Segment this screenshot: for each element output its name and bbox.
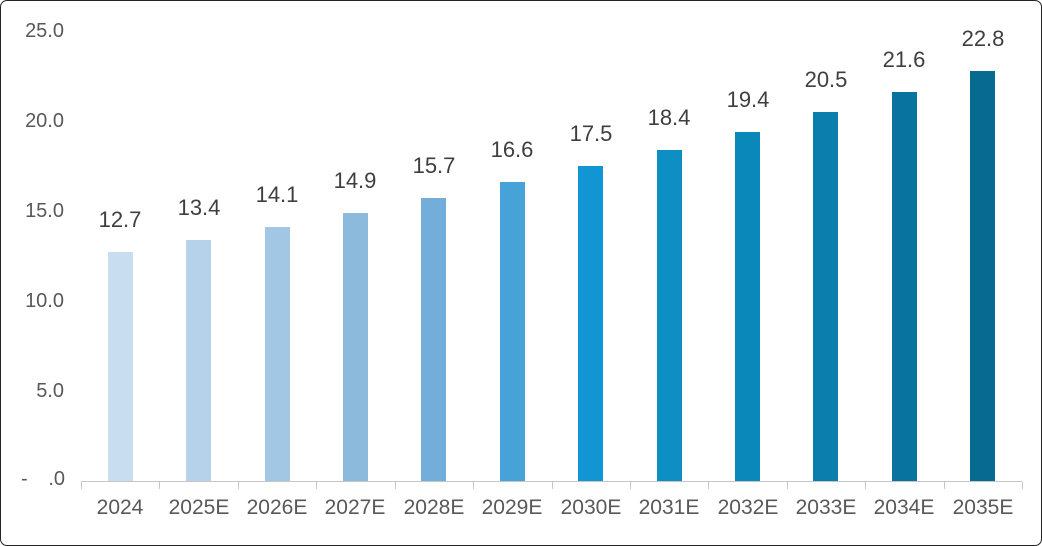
bar xyxy=(657,150,682,481)
bar xyxy=(500,182,525,481)
x-axis-label: 2029E xyxy=(481,496,543,519)
x-axis-label: 2033E xyxy=(795,496,857,519)
bar-value-label: 13.4 xyxy=(177,195,221,220)
x-axis-label: 2024 xyxy=(96,496,144,519)
x-axis-tick xyxy=(159,482,160,489)
bar-value-label: 17.5 xyxy=(569,121,613,146)
x-axis-label: 2035E xyxy=(952,496,1014,519)
bar xyxy=(343,213,368,481)
bar-value-label: 19.4 xyxy=(726,87,770,112)
bar xyxy=(578,166,603,481)
x-axis-tick xyxy=(552,482,553,489)
y-axis-label: 25.0 xyxy=(25,20,64,42)
x-axis-tick xyxy=(395,482,396,489)
bar-value-label: 14.9 xyxy=(333,168,377,193)
bar xyxy=(186,240,211,481)
y-axis-label: 20.0 xyxy=(25,110,64,132)
y-axis-label: 15.0 xyxy=(25,200,64,222)
x-axis-tick xyxy=(708,482,709,489)
x-axis-label: 2031E xyxy=(638,496,700,519)
bar xyxy=(813,112,838,481)
bar-value-label: 18.4 xyxy=(647,105,691,130)
bar xyxy=(421,198,446,481)
x-axis-tick xyxy=(944,482,945,489)
x-axis-tick xyxy=(316,482,317,489)
x-axis-tick xyxy=(473,482,474,489)
x-axis-label: 2030E xyxy=(560,496,622,519)
x-axis-line xyxy=(81,481,1022,482)
bar-value-label: 14.1 xyxy=(255,182,299,207)
zero-decimal: .0 xyxy=(48,468,65,490)
bar xyxy=(265,227,290,481)
bar-value-label: 20.5 xyxy=(804,67,848,92)
x-axis-label: 2025E xyxy=(168,496,230,519)
zero-dash: - xyxy=(21,468,28,490)
y-axis-zero-label: - .0 xyxy=(21,467,65,491)
bar xyxy=(970,71,995,481)
x-axis-tick xyxy=(630,482,631,489)
bar-value-label: 21.6 xyxy=(882,47,926,72)
x-axis-tick xyxy=(81,482,82,489)
bar xyxy=(892,92,917,481)
bar-value-label: 16.6 xyxy=(490,137,534,162)
y-axis-label: 10.0 xyxy=(25,290,64,312)
x-axis-label: 2028E xyxy=(403,496,465,519)
x-axis-tick xyxy=(787,482,788,489)
y-axis-label: 5.0 xyxy=(36,380,64,402)
bar-value-label: 12.7 xyxy=(98,207,142,232)
x-axis-tick xyxy=(238,482,239,489)
y-axis-labels: 25.0 20.0 15.0 10.0 5.0 - .0 xyxy=(1,1,81,545)
x-axis-label: 2026E xyxy=(246,496,308,519)
x-axis-tick xyxy=(1022,482,1023,489)
x-axis-label: 2027E xyxy=(324,496,386,519)
x-axis-label: 2032E xyxy=(717,496,779,519)
bar-value-label: 15.7 xyxy=(412,153,456,178)
bar xyxy=(108,252,133,481)
x-axis-tick xyxy=(865,482,866,489)
bar-value-label: 22.8 xyxy=(961,26,1005,51)
bar xyxy=(735,132,760,481)
x-axis-label: 2034E xyxy=(873,496,935,519)
